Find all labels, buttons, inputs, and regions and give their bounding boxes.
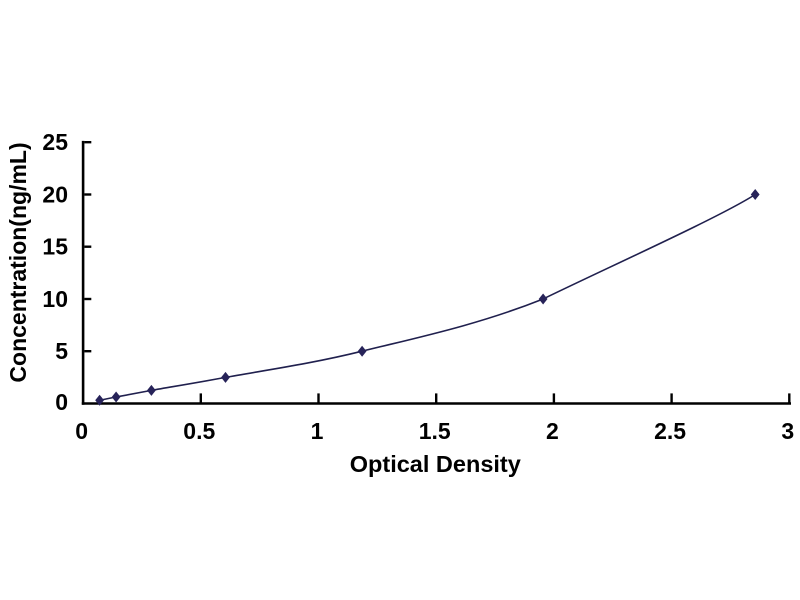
svg-text:20: 20: [42, 181, 68, 207]
svg-text:25: 25: [42, 129, 68, 155]
svg-text:2: 2: [546, 418, 559, 444]
svg-text:1.5: 1.5: [419, 418, 451, 444]
svg-text:0: 0: [55, 389, 68, 415]
svg-text:10: 10: [42, 286, 68, 312]
svg-text:Optical Density: Optical Density: [350, 451, 521, 477]
svg-text:Concentration(ng/mL): Concentration(ng/mL): [5, 142, 31, 382]
svg-text:0.5: 0.5: [183, 418, 215, 444]
svg-text:2.5: 2.5: [654, 418, 686, 444]
svg-text:15: 15: [42, 234, 68, 260]
svg-text:5: 5: [55, 338, 68, 364]
svg-text:3: 3: [781, 418, 794, 444]
svg-text:1: 1: [311, 418, 324, 444]
svg-text:0: 0: [75, 418, 88, 444]
